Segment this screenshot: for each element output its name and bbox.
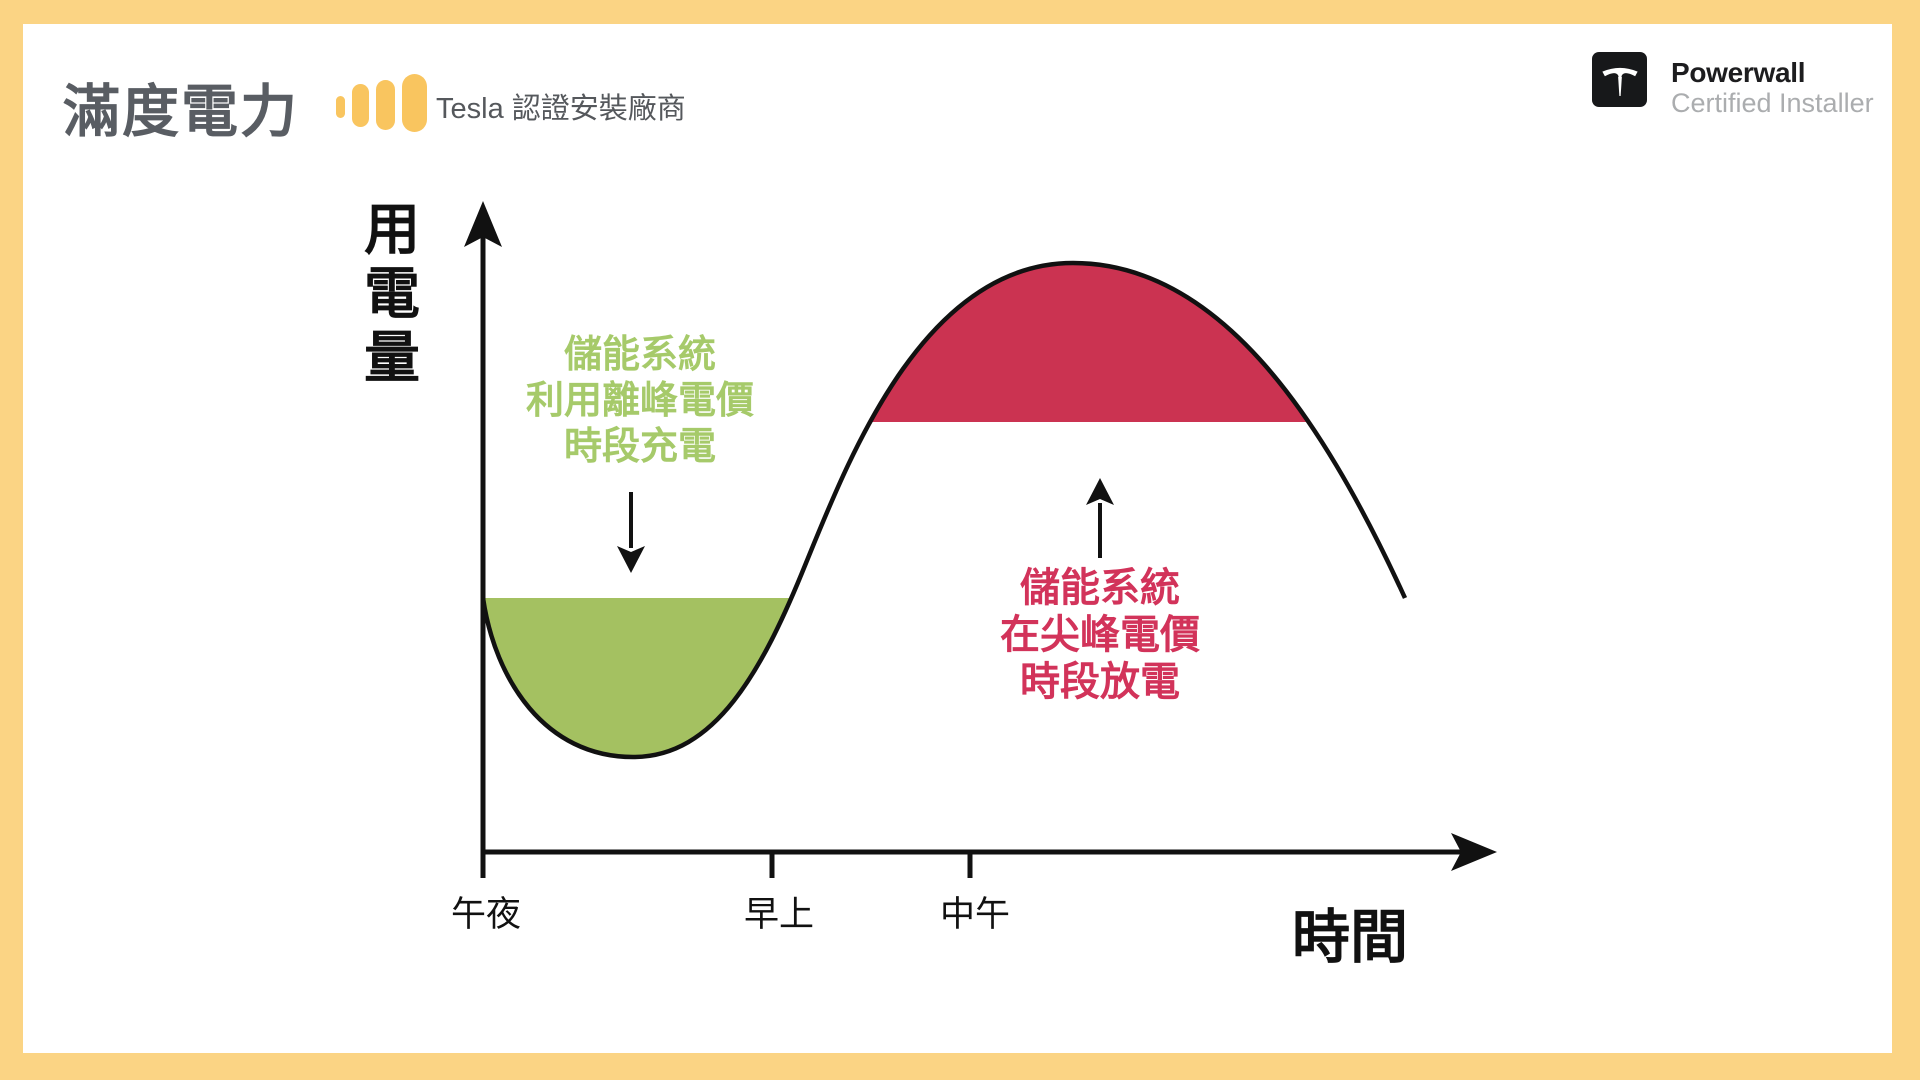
powerwall-subtitle: Certified Installer	[1671, 88, 1874, 118]
usage-curve	[480, 260, 1408, 760]
y-axis-label: 用電量	[364, 198, 420, 389]
offpeak-annotation-line1: 儲能系統	[563, 334, 716, 376]
peak-annotation: 儲能系統 在尖峰電價 時段放電	[910, 565, 1290, 706]
brand-tagline: Tesla 認證安裝廠商	[436, 93, 686, 125]
peak-discharge-area	[870, 263, 1309, 422]
x-axis-label: 時間	[1292, 905, 1409, 970]
offpeak-annotation-line2: 利用離峰電價	[525, 380, 754, 422]
power-bars-icon	[336, 74, 431, 132]
x-tick-morning: 早上	[743, 895, 815, 934]
peak-annotation-line2: 在尖峰電價	[1000, 613, 1200, 657]
tesla-t-icon	[1601, 67, 1638, 96]
power-bar-3	[376, 80, 395, 130]
power-bar-4	[402, 74, 427, 132]
y-axis-arrow-icon	[464, 201, 502, 247]
x-axis-arrow-icon	[1451, 833, 1497, 871]
peak-annotation-line1: 儲能系統	[1020, 566, 1180, 610]
brand-logo-text: 滿度電力	[63, 80, 299, 144]
power-bar-2	[352, 84, 369, 127]
offpeak-charge-area	[483, 598, 792, 757]
x-tick-noon: 中午	[939, 895, 1011, 934]
charge-down-arrow-icon	[617, 546, 645, 573]
discharge-up-arrow-icon	[1086, 478, 1114, 505]
peak-annotation-line3: 時段放電	[1020, 660, 1180, 704]
offpeak-annotation-line3: 時段充電	[563, 426, 716, 468]
tesla-logo-badge	[1592, 52, 1647, 107]
offpeak-annotation: 儲能系統 利用離峰電價 時段充電	[450, 332, 830, 470]
x-tick-midnight: 午夜	[450, 895, 522, 934]
power-bar-1	[336, 96, 345, 118]
powerwall-title: Powerwall	[1671, 57, 1806, 88]
content-panel	[23, 24, 1892, 1053]
